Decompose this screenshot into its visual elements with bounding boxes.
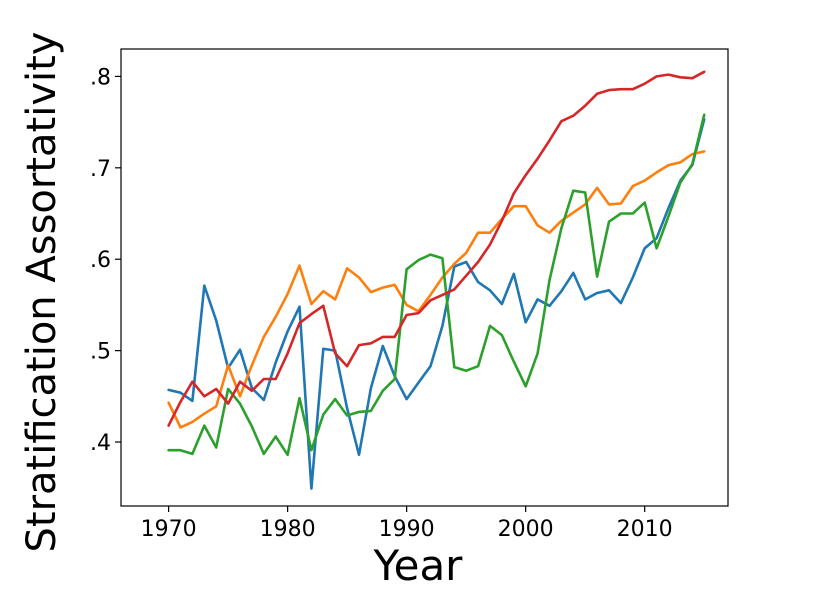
series-layer [167,70,706,490]
x-axis: 1970 1980 1990 2000 2010 [141,506,673,542]
y-tick-label: .8 [90,65,111,90]
y-tick-label: .6 [90,248,111,273]
y-tick-label: .7 [90,157,111,182]
series-line-3 [167,113,706,457]
x-tick-label: 2010 [617,517,673,542]
x-tick-label: 1970 [141,517,197,542]
x-tick-label: 1980 [260,517,316,542]
y-axis-title: Stratification Assortativity [19,32,65,553]
series-line-1 [167,118,706,490]
x-tick-label: 1990 [379,517,435,542]
series-line-2 [167,150,706,429]
y-tick-label: .5 [90,340,111,365]
x-tick-label: 2000 [498,517,554,542]
series-line-4 [167,70,706,427]
y-tick-label: .4 [90,431,111,456]
x-axis-title: Year [373,541,464,590]
y-axis: .4 .5 .6 .7 .8 [90,65,121,456]
plot-frame [120,48,729,507]
